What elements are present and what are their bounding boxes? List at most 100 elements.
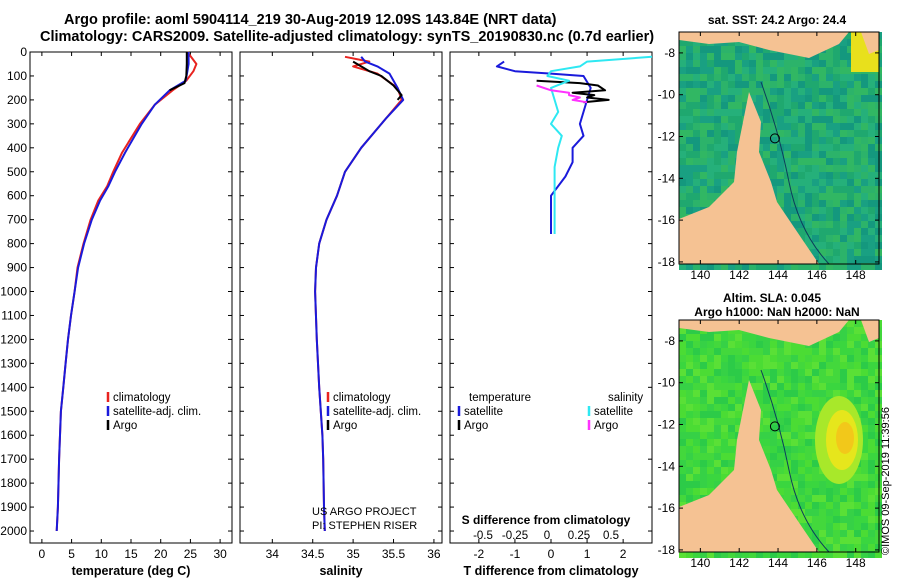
map-pixel (805, 446, 812, 453)
x2-tick-label: -0.5 (473, 530, 493, 542)
map-pixel (707, 551, 714, 558)
map-x-tick-label: 144 (768, 268, 788, 282)
map-pixel (819, 383, 826, 390)
map-pixel (756, 95, 763, 102)
map-pixel (679, 432, 686, 439)
map-land-capeyork (679, 92, 819, 264)
map-pixel (798, 404, 805, 411)
map-pixel (826, 102, 833, 109)
map-pixel (819, 214, 826, 221)
map-pixel (812, 404, 819, 411)
map-pixel (686, 207, 693, 214)
map-pixel (679, 495, 686, 502)
map-pixel (714, 397, 721, 404)
map-pixel (805, 193, 812, 200)
map-pixel (728, 432, 735, 439)
map-pixel (756, 355, 763, 362)
map-pixel (868, 228, 875, 235)
map-pixel (861, 95, 868, 102)
map-pixel (693, 488, 700, 495)
map-pixel (714, 130, 721, 137)
map-pixel (805, 88, 812, 95)
map-pixel (798, 221, 805, 228)
map-y-tick-label: -14 (658, 171, 676, 185)
map-pixel (805, 551, 812, 558)
map-pixel (777, 369, 784, 376)
map-pixel (693, 439, 700, 446)
map-pixel (840, 158, 847, 165)
map-pixel (679, 200, 686, 207)
map-pixel (777, 355, 784, 362)
map-pixel (756, 390, 763, 397)
map-pixel (679, 214, 686, 221)
map-pixel (728, 60, 735, 67)
map-pixel (700, 488, 707, 495)
map-pixel (777, 109, 784, 116)
map-pixel (791, 158, 798, 165)
map-pixel (812, 425, 819, 432)
map-pixel (714, 165, 721, 172)
map-pixel (812, 355, 819, 362)
map-pixel (840, 60, 847, 67)
map-pixel (728, 551, 735, 558)
map-pixel (707, 362, 714, 369)
map-pixel (693, 186, 700, 193)
x-tick-label: 34 (266, 547, 280, 561)
map-pixel (791, 404, 798, 411)
map-pixel (735, 362, 742, 369)
map-pixel (763, 348, 770, 355)
map-y-tick-label: -18 (658, 255, 676, 269)
map-pixel (679, 130, 686, 137)
map-pixel (847, 383, 854, 390)
map-pixel (770, 179, 777, 186)
map-pixel (700, 355, 707, 362)
map-pixel (826, 249, 833, 256)
map-pixel (805, 362, 812, 369)
map-pixel (791, 376, 798, 383)
map-pixel (861, 221, 868, 228)
map-pixel (791, 348, 798, 355)
map-pixel (763, 102, 770, 109)
map-pixel (700, 123, 707, 130)
depth-tick-label: 1700 (0, 452, 27, 466)
map-pixel (700, 404, 707, 411)
map-pixel (707, 432, 714, 439)
map-pixel (812, 88, 819, 95)
map-pixel (812, 369, 819, 376)
map-pixel (791, 60, 798, 67)
map-pixel (791, 193, 798, 200)
map-pixel (686, 474, 693, 481)
map-land-ne (861, 320, 879, 342)
series-line-argo (352, 60, 403, 101)
map-pixel (679, 453, 686, 460)
map-pixel (763, 144, 770, 151)
map-pixel (791, 172, 798, 179)
map-pixel (721, 116, 728, 123)
map-pixel (861, 404, 868, 411)
map-pixel (861, 481, 868, 488)
map-pixel (868, 256, 875, 263)
map-pixel (693, 53, 700, 60)
map-pixel (868, 74, 875, 81)
map-pixel (784, 214, 791, 221)
map-pixel (819, 516, 826, 523)
map-pixel (861, 172, 868, 179)
map-pixel (854, 130, 861, 137)
map-pixel (833, 158, 840, 165)
map-pixel (805, 81, 812, 88)
map-pixel (819, 116, 826, 123)
map-pixel (700, 425, 707, 432)
map-pixel (826, 256, 833, 263)
map-pixel (756, 144, 763, 151)
map-pixel (798, 376, 805, 383)
map-pixel (777, 102, 784, 109)
depth-tick-label: 200 (7, 93, 27, 107)
map-pixel (707, 411, 714, 418)
map-pixel (735, 123, 742, 130)
map-pixel (735, 397, 742, 404)
map-pixel (861, 544, 868, 551)
map-pixel (700, 446, 707, 453)
map-pixel (854, 537, 861, 544)
map-pixel (861, 137, 868, 144)
